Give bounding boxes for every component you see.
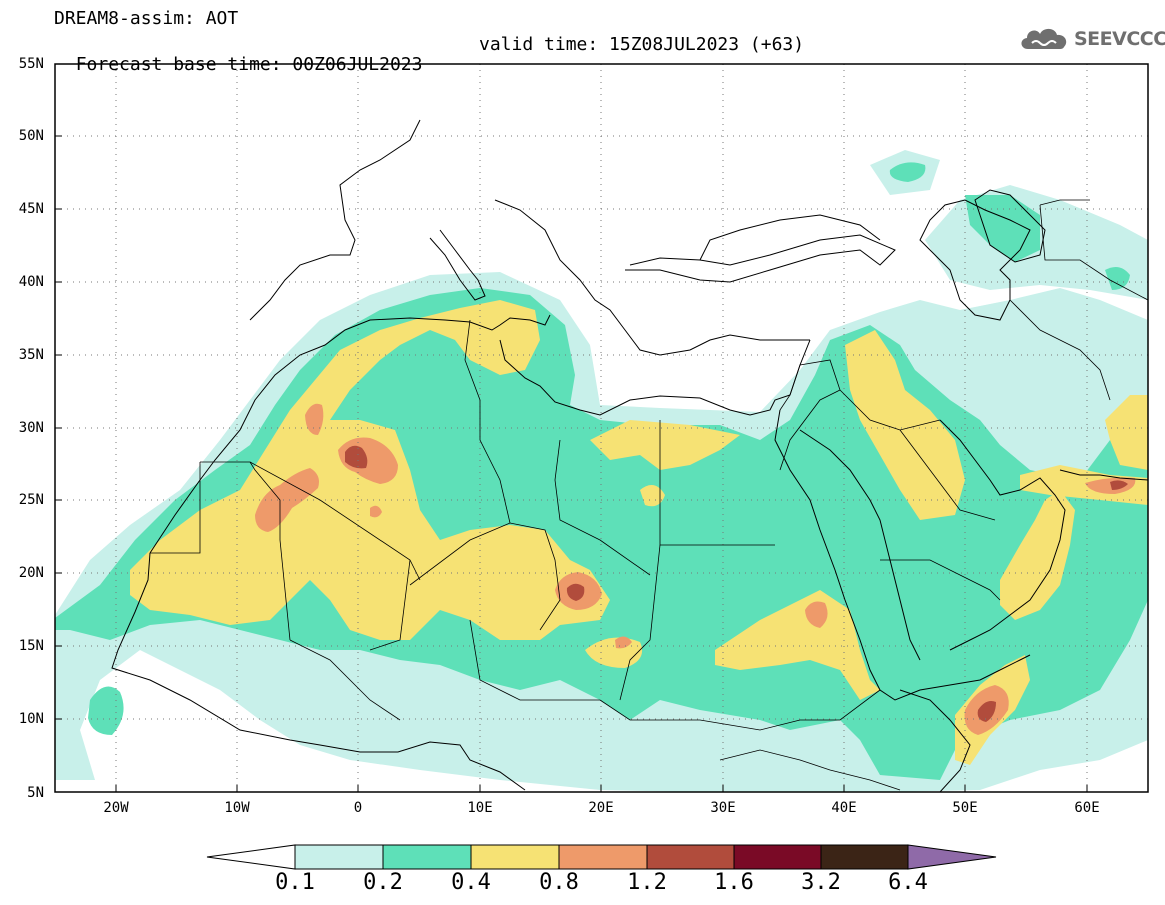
- colorbar-extend-low: [206, 844, 296, 870]
- cloud-icon: [1021, 28, 1067, 49]
- colorbar-bin-3-2: [820, 844, 909, 870]
- aot-band-1-2: [345, 445, 1128, 722]
- colorbar-bin-0-8: [558, 844, 648, 870]
- aot-field: [55, 150, 1148, 792]
- colorbar-bin-0-4: [470, 844, 560, 870]
- lat-label-45n: 45N: [18, 201, 44, 217]
- colorbar-label-1-6: 1.6: [714, 870, 754, 895]
- lat-label-25n: 25N: [18, 492, 44, 508]
- lon-label-0: 0: [353, 800, 363, 816]
- lon-label-20w: 20W: [103, 800, 129, 816]
- gridlines: [55, 64, 1148, 792]
- colorbar-bin-0-1: [294, 844, 384, 870]
- axis-ticks: [55, 63, 1088, 792]
- logo-text: SEEVCCC: [1074, 28, 1165, 50]
- lat-label-40n: 40N: [18, 274, 44, 290]
- lat-label-5n: 5N: [27, 785, 44, 801]
- colorbar-label-6-4: 6.4: [888, 870, 928, 895]
- lat-label-10n: 10N: [18, 711, 44, 727]
- lat-label-15n: 15N: [18, 638, 44, 654]
- colorbar-label-1-2: 1.2: [627, 870, 667, 895]
- colorbar-label-0-4: 0.4: [451, 870, 491, 895]
- lon-label-60e: 60E: [1074, 800, 1100, 816]
- colorbar: [206, 844, 997, 870]
- lon-label-30e: 30E: [710, 800, 736, 816]
- colorbar-label-0-8: 0.8: [539, 870, 579, 895]
- valid-time: valid time: 15Z08JUL2023 (+63): [479, 34, 805, 55]
- colorbar-label-0-2: 0.2: [363, 870, 403, 895]
- coastlines: [111, 119, 1148, 792]
- lat-label-20n: 20N: [18, 565, 44, 581]
- colorbar-label-3-2: 3.2: [801, 870, 841, 895]
- lon-label-40e: 40E: [831, 800, 857, 816]
- country-borders: [150, 199, 1148, 791]
- lat-label-50n: 50N: [18, 128, 44, 144]
- lon-label-20e: 20E: [588, 800, 614, 816]
- lat-label-35n: 35N: [18, 347, 44, 363]
- map-title: DREAM8-assim: AOT: [54, 8, 239, 29]
- colorbar-extend-high: [907, 844, 997, 870]
- lat-label-55n: 55N: [18, 56, 44, 72]
- colorbar-label-0-1: 0.1: [275, 870, 315, 895]
- colorbar-bin-1-6: [733, 844, 822, 870]
- lat-label-30n: 30N: [18, 420, 44, 436]
- lon-label-10w: 10W: [224, 800, 250, 816]
- colorbar-bin-0-2: [382, 844, 472, 870]
- seevccc-logo: SEEVCCC: [1018, 23, 1165, 55]
- lon-label-10e: 10E: [467, 800, 493, 816]
- colorbar-bin-1-2: [646, 844, 735, 870]
- lon-label-50e: 50E: [952, 800, 978, 816]
